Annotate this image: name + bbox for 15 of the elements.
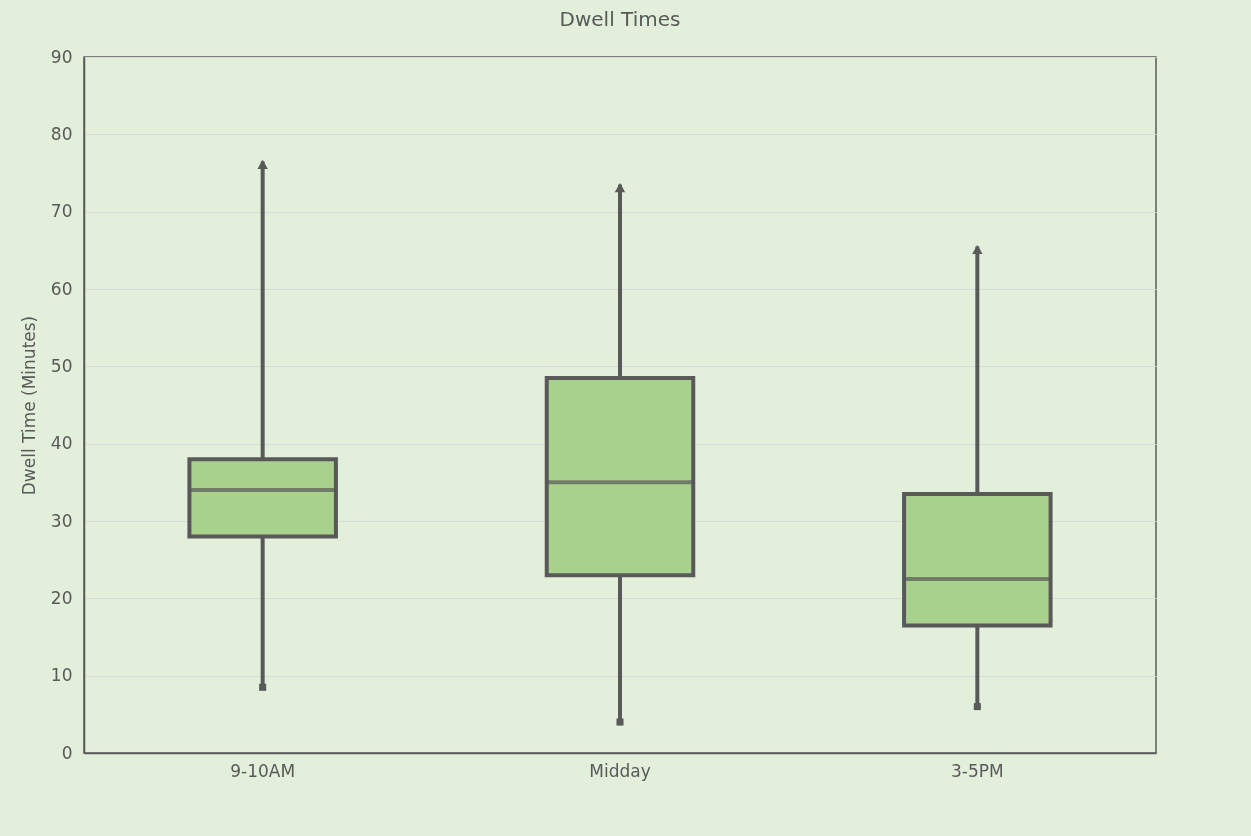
y-tick-label: 40	[50, 433, 73, 454]
y-tick-label: 80	[50, 123, 73, 144]
y-tick-label: 10	[50, 665, 73, 686]
y-tick-label: 20	[50, 587, 73, 608]
y-tick-label: 30	[50, 510, 73, 531]
y-tick-label: 70	[50, 201, 73, 222]
x-tick-label: 3-5PM	[950, 760, 1004, 781]
y-tick-label: 60	[50, 278, 73, 299]
x-tick-label: 9-10AM	[230, 760, 296, 781]
x-tick-label: Midday	[589, 760, 651, 781]
y-tick-label: 50	[50, 355, 73, 376]
y-axis-title: Dwell Time (Minutes)	[18, 315, 39, 496]
y-tick-label: 90	[50, 46, 73, 67]
y-tick-label: 0	[61, 742, 73, 763]
chart-title: Dwell Times	[559, 7, 681, 31]
